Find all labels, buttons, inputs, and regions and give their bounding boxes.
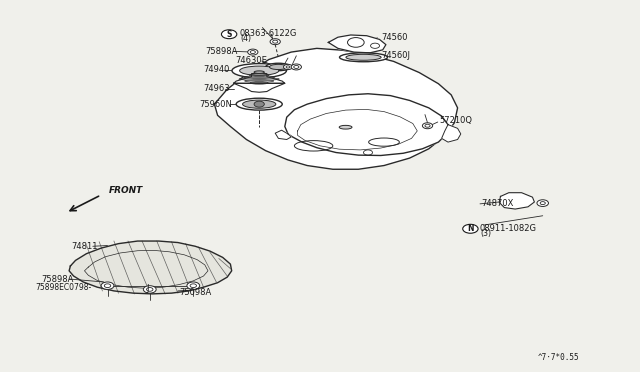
Text: N: N <box>467 224 474 233</box>
Text: 74940: 74940 <box>204 65 230 74</box>
Circle shape <box>187 282 200 289</box>
Circle shape <box>143 286 156 293</box>
Circle shape <box>248 49 258 55</box>
Text: FRONT: FRONT <box>109 186 143 195</box>
Polygon shape <box>234 73 285 92</box>
Polygon shape <box>328 35 386 53</box>
Ellipse shape <box>239 66 279 75</box>
Text: (3): (3) <box>480 229 491 238</box>
Polygon shape <box>69 241 232 294</box>
Polygon shape <box>499 193 534 209</box>
Text: 08911-1082G: 08911-1082G <box>480 224 537 232</box>
Ellipse shape <box>269 64 287 70</box>
Circle shape <box>422 123 433 129</box>
Ellipse shape <box>232 64 287 78</box>
Circle shape <box>101 282 114 289</box>
Text: J: J <box>146 284 148 293</box>
Ellipse shape <box>254 71 264 74</box>
Circle shape <box>221 30 237 39</box>
Ellipse shape <box>339 53 388 62</box>
Text: 08363-6122G: 08363-6122G <box>239 29 297 38</box>
Circle shape <box>254 101 264 107</box>
Text: ^7·7*0.55: ^7·7*0.55 <box>538 353 579 362</box>
Text: S: S <box>227 30 232 39</box>
Ellipse shape <box>346 54 381 60</box>
Ellipse shape <box>243 100 276 108</box>
Text: 74560: 74560 <box>381 33 407 42</box>
Polygon shape <box>214 48 458 169</box>
Text: 75960N: 75960N <box>200 100 232 109</box>
Text: 75098A: 75098A <box>179 288 211 296</box>
Text: 74811: 74811 <box>72 242 98 251</box>
Text: 74560J: 74560J <box>381 51 410 60</box>
Polygon shape <box>442 125 461 142</box>
Text: (4): (4) <box>240 34 251 43</box>
Ellipse shape <box>266 63 291 71</box>
Text: 74870X: 74870X <box>481 199 514 208</box>
Text: 75898A: 75898A <box>205 47 237 56</box>
Text: 74963: 74963 <box>204 84 230 93</box>
Ellipse shape <box>236 98 282 110</box>
Circle shape <box>284 64 292 70</box>
Text: 74630E: 74630E <box>236 56 268 65</box>
Polygon shape <box>285 94 448 155</box>
Text: 57210Q: 57210Q <box>439 116 472 125</box>
Circle shape <box>537 200 548 206</box>
Ellipse shape <box>339 125 352 129</box>
Circle shape <box>463 224 478 233</box>
Polygon shape <box>275 130 291 140</box>
Circle shape <box>270 39 280 45</box>
Circle shape <box>291 64 301 70</box>
Text: 75898A: 75898A <box>42 275 74 283</box>
Text: 75898EC0798-: 75898EC0798- <box>35 283 92 292</box>
